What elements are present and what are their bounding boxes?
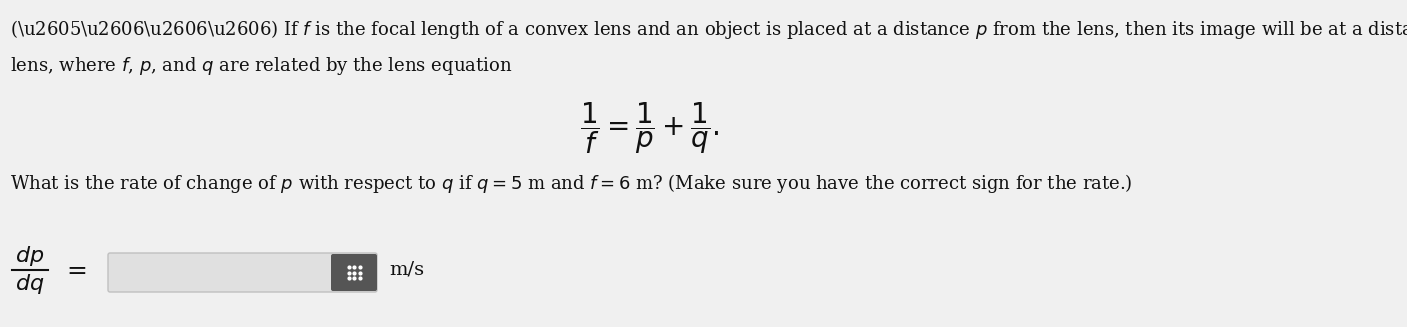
Text: $dp$: $dp$ — [15, 244, 45, 268]
Text: $=$: $=$ — [62, 259, 87, 282]
Text: What is the rate of change of $p$ with respect to $q$ if $q = 5$ m and $f = 6$ m: What is the rate of change of $p$ with r… — [10, 172, 1133, 195]
Text: lens, where $f$, $p$, and $q$ are related by the lens equation: lens, where $f$, $p$, and $q$ are relate… — [10, 55, 512, 77]
Text: (\u2605\u2606\u2606\u2606) If $f$ is the focal length of a convex lens and an ob: (\u2605\u2606\u2606\u2606) If $f$ is the… — [10, 18, 1407, 41]
Text: $dq$: $dq$ — [15, 272, 45, 296]
Text: m/s: m/s — [388, 261, 424, 279]
FancyBboxPatch shape — [108, 253, 377, 292]
FancyBboxPatch shape — [331, 254, 377, 291]
Text: $\dfrac{1}{f} = \dfrac{1}{p} + \dfrac{1}{q}.$: $\dfrac{1}{f} = \dfrac{1}{p} + \dfrac{1}… — [580, 100, 720, 156]
